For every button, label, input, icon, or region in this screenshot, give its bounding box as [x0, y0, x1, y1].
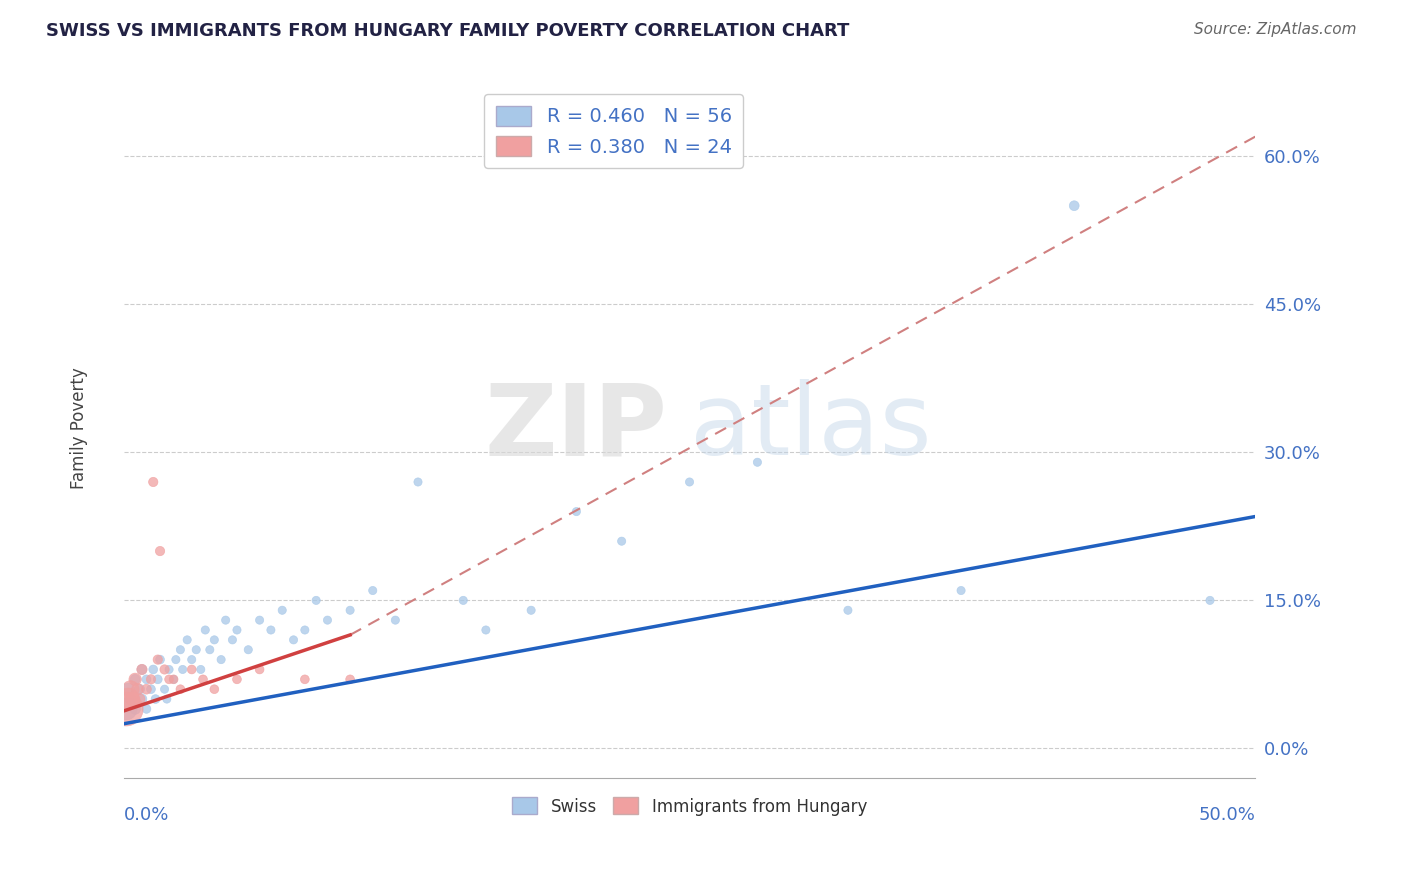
Point [283, 632, 305, 647]
Point [176, 632, 198, 647]
Point [260, 623, 283, 637]
Point [169, 682, 191, 697]
Point [153, 682, 176, 697]
Point [950, 583, 973, 598]
Point [180, 663, 202, 677]
Point [124, 673, 146, 687]
Point [115, 702, 138, 716]
Point [384, 613, 406, 627]
Point [142, 663, 165, 677]
Text: 50.0%: 50.0% [1198, 806, 1256, 824]
Point [339, 603, 361, 617]
Point [153, 663, 176, 677]
Point [190, 663, 212, 677]
Point [145, 692, 167, 706]
Point [475, 623, 498, 637]
Text: 0.0%: 0.0% [124, 806, 169, 824]
Point [226, 673, 249, 687]
Point [156, 692, 179, 706]
Point [610, 534, 633, 549]
Point [124, 673, 146, 687]
Point [122, 692, 145, 706]
Point [172, 663, 194, 677]
Point [115, 702, 138, 716]
Point [316, 613, 339, 627]
Point [149, 652, 172, 666]
Point [157, 663, 180, 677]
Point [162, 673, 184, 687]
Point [117, 692, 139, 706]
Text: Source: ZipAtlas.com: Source: ZipAtlas.com [1194, 22, 1357, 37]
Point [226, 623, 249, 637]
Point [294, 673, 316, 687]
Point [131, 692, 153, 706]
Text: ZIP: ZIP [484, 379, 666, 476]
Point [221, 632, 243, 647]
Point [162, 673, 184, 687]
Point [149, 544, 172, 558]
Point [837, 603, 859, 617]
Point [135, 702, 157, 716]
Point [294, 623, 316, 637]
Point [1199, 593, 1222, 607]
Text: SWISS VS IMMIGRANTS FROM HUNGARY FAMILY POVERTY CORRELATION CHART: SWISS VS IMMIGRANTS FROM HUNGARY FAMILY … [46, 22, 849, 40]
Point [186, 642, 208, 657]
Point [202, 632, 225, 647]
Point [271, 603, 294, 617]
Point [678, 475, 700, 489]
Point [146, 652, 169, 666]
Point [249, 613, 271, 627]
Point [157, 673, 180, 687]
Point [361, 583, 384, 598]
Point [120, 692, 142, 706]
Point [520, 603, 543, 617]
Point [142, 475, 165, 489]
Point [128, 692, 150, 706]
Point [1063, 199, 1085, 213]
Text: atlas: atlas [689, 379, 931, 476]
Point [451, 593, 474, 607]
Point [202, 682, 225, 697]
Point [305, 593, 328, 607]
Point [131, 663, 153, 677]
Point [191, 673, 214, 687]
Point [139, 673, 162, 687]
Point [124, 702, 146, 716]
Point [135, 673, 157, 687]
Point [180, 652, 202, 666]
Point [565, 505, 588, 519]
Point [117, 682, 139, 697]
Point [238, 642, 260, 657]
Point [747, 455, 769, 469]
Point [146, 673, 169, 687]
Point [135, 682, 157, 697]
Point [128, 682, 150, 697]
Point [127, 682, 149, 697]
Point [131, 663, 153, 677]
Point [194, 623, 217, 637]
Legend: Swiss, Immigrants from Hungary: Swiss, Immigrants from Hungary [505, 790, 873, 822]
Point [209, 652, 232, 666]
Point [249, 663, 271, 677]
Point [165, 652, 187, 666]
Text: Family Poverty: Family Poverty [69, 367, 87, 489]
Point [139, 682, 162, 697]
Point [406, 475, 429, 489]
Point [214, 613, 236, 627]
Point [169, 642, 191, 657]
Point [339, 673, 361, 687]
Point [120, 682, 142, 697]
Point [198, 642, 221, 657]
